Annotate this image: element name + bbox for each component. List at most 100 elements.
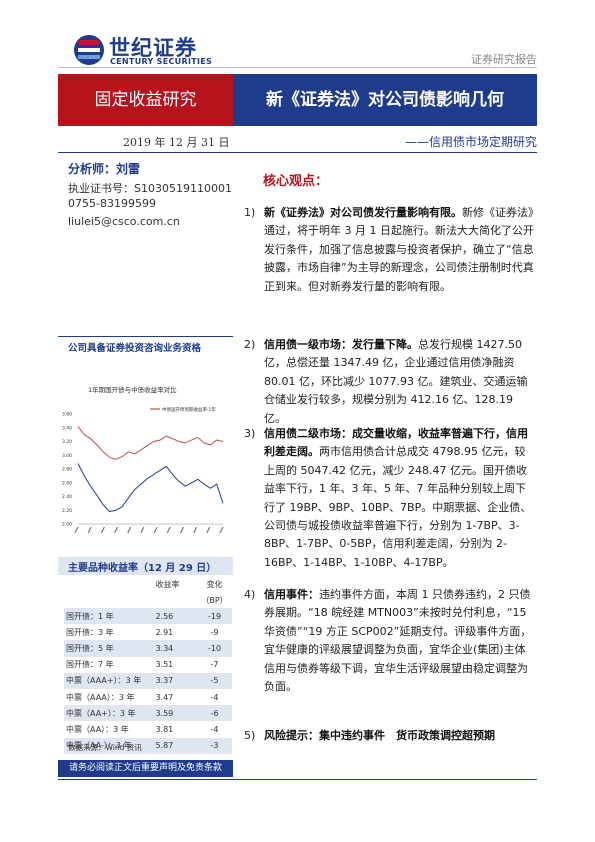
data-source: 数据来源：Wind 资讯 bbox=[68, 743, 142, 752]
analyst-email[interactable]: liulei5@csco.com.cn bbox=[68, 215, 180, 228]
point-text: 新修《证券法》通过，将于明年 3 月 1 日起施行。新法大大简化了公开发行条件，… bbox=[264, 206, 534, 293]
point-number: 1) bbox=[244, 206, 256, 219]
series-layer bbox=[77, 426, 224, 513]
disclaimer-notice[interactable]: 请务必阅读正文后重要声明及免责条款 bbox=[58, 760, 233, 777]
yield-row-name: 国开债：3 年 bbox=[66, 627, 114, 637]
yield-row: 国开债：3 年 2.91 -9 bbox=[64, 624, 232, 640]
yield-table: 收益率 变化 （BP） 国开债：1 年 2.56 -19 国开债：3 年 2.91 -9 国… bbox=[64, 576, 232, 754]
qualification-heading: 公司具备证券投资咨询业务资格 bbox=[68, 343, 202, 354]
yield-row-rate: 3.37 bbox=[153, 672, 198, 689]
logo-emblem-icon bbox=[74, 35, 104, 65]
yield-row-name: 中票（AA+）：3 年 bbox=[64, 705, 154, 722]
x-axis-ticks bbox=[74, 523, 224, 534]
point-lead: 信用事件： bbox=[264, 588, 319, 601]
col-unit: （BP） bbox=[201, 595, 228, 605]
y-tick-label: 2.60 bbox=[62, 480, 72, 486]
yield-row: 中票（AAA+）：3 年 3.37 -5 bbox=[64, 672, 232, 689]
chart-title: 1年期国开债与中债收益率对比 bbox=[88, 385, 177, 394]
yield-row: 国开债：7 年 3.51 -7 bbox=[64, 657, 232, 673]
yield-row-name: 国开债：7 年 bbox=[66, 660, 114, 670]
series-line bbox=[77, 426, 224, 460]
y-tick-label: 2.20 bbox=[62, 508, 72, 514]
yield-row-name: 中票（AAA）：3 年 bbox=[66, 692, 135, 702]
yield-row-rate: 2.91 bbox=[155, 627, 174, 637]
col-change: 变化 bbox=[206, 579, 223, 589]
point-number: 5) bbox=[244, 729, 256, 742]
yield-row-rate: 2.56 bbox=[153, 608, 198, 625]
yield-row: 中票（AA+）：3 年 3.59 -6 bbox=[64, 705, 232, 722]
yield-row: 中票（AA）：3 年 3.81 -4 bbox=[64, 721, 232, 737]
subtitle-divider bbox=[58, 152, 537, 153]
point-lead: 风险提示：集中违约事件 货币政策调控超预期 bbox=[264, 729, 495, 742]
core-point: 2) 信用债一级市场：发行量下降。总发行规模 1427.50 亿，总偿还量 134… bbox=[244, 336, 536, 428]
x-tick-mark bbox=[179, 526, 184, 534]
report-subtitle: ——信用债市场定期研究 bbox=[404, 135, 537, 149]
logo-text-cn: 世纪证券 bbox=[109, 36, 197, 60]
y-axis-ticks: 3.60 3.40 3.20 3.00 2.80 2.60 2.40 2.20 2.00 bbox=[62, 412, 72, 528]
y-tick-label: 2.00 bbox=[62, 522, 72, 528]
yield-table-header-bar bbox=[58, 557, 233, 575]
x-tick-mark bbox=[166, 526, 171, 534]
yield-row-name: 中票（AA）：3 年 bbox=[66, 724, 129, 734]
point-text: 总发行规模 1427.50 亿，总偿还量 1347.49 亿，企业通过信用债净融… bbox=[264, 338, 528, 425]
x-tick-mark bbox=[206, 526, 211, 534]
yield-row: 中票（AAA）：3 年 3.47 -4 bbox=[64, 689, 232, 705]
section-banner: 固定收益研究 bbox=[58, 74, 233, 126]
yield-row: 中票（AA-）：3 年 5.87 -3 bbox=[64, 737, 232, 754]
yield-row-name: 国开债：5 年 bbox=[64, 640, 154, 657]
series-line bbox=[77, 463, 224, 513]
yield-row-rate: 3.47 bbox=[155, 692, 174, 702]
core-point: 3) 信用债二级市场：成交量收缩，收益率普遍下行，信用利差走阔。两市信用债合计总成… bbox=[244, 425, 536, 572]
yield-comparison-chart: 1年期国开债与中债收益率对比 中债国开债到期收益率:1年 3.60 3.40 3.2… bbox=[62, 385, 224, 534]
yield-row-change: -4 bbox=[210, 724, 219, 734]
point-number: 3) bbox=[244, 427, 256, 440]
yield-row-name: 中票（AA-）：3 年 bbox=[64, 737, 154, 754]
header-divider bbox=[58, 67, 537, 68]
point-lead: 信用债二级市场：成交量收缩，收益率普遍下行，信用利差走阔。 bbox=[264, 427, 528, 459]
core-point: 1) 新《证券法》对公司债发行量影响有限。新修《证券法》通过，将于明年 3 月 1… bbox=[244, 204, 536, 296]
core-point: 5) 风险提示：集中违约事件 货币政策调控超预期 bbox=[244, 727, 536, 745]
point-text: 违约事件方面，本周 1 只债券违约，2 只债券展期。“18 皖经建 MTN003… bbox=[264, 588, 532, 694]
x-tick-mark bbox=[100, 526, 105, 534]
analyst-name: 分析师：刘雷 bbox=[68, 162, 141, 176]
analyst-cert: 执业证书号：S1030519110001 bbox=[68, 182, 232, 195]
legend-label: 中债国开债到期收益率:1年 bbox=[162, 406, 216, 413]
yield-row-change: -9 bbox=[210, 627, 219, 637]
yield-row-change: -3 bbox=[197, 737, 232, 754]
yield-row-change: -10 bbox=[197, 640, 232, 657]
yield-row: 国开债：5 年 3.34 -10 bbox=[64, 640, 232, 657]
y-tick-label: 3.40 bbox=[62, 425, 72, 431]
report-type-label: 证券研究报告 bbox=[471, 53, 537, 66]
analyst-phone: 0755-83199599 bbox=[68, 197, 156, 210]
y-tick-label: 3.60 bbox=[62, 412, 72, 418]
col-rate: 收益率 bbox=[155, 579, 180, 589]
logo-text-en: CENTURY SECURITIES bbox=[110, 57, 213, 66]
footer-divider bbox=[58, 779, 537, 780]
x-tick-mark bbox=[114, 526, 119, 534]
yield-row-change: -4 bbox=[210, 692, 219, 702]
x-tick-mark bbox=[219, 526, 224, 534]
yield-row-rate: 3.59 bbox=[153, 705, 198, 722]
yield-table-unit-row: （BP） bbox=[64, 592, 232, 608]
x-tick-mark bbox=[127, 526, 132, 534]
y-tick-label: 3.00 bbox=[62, 453, 72, 459]
yield-row-change: -19 bbox=[197, 608, 232, 625]
yield-table-head-row: 收益率 变化 bbox=[64, 576, 232, 592]
core-point: 4) 信用事件：违约事件方面，本周 1 只债券违约，2 只债券展期。“18 皖经建… bbox=[244, 586, 536, 696]
yield-row-change: -6 bbox=[197, 705, 232, 722]
report-date: 2019 年 12 月 31 日 bbox=[123, 136, 230, 149]
yield-row-rate: 3.34 bbox=[153, 640, 198, 657]
chart-heading-divider bbox=[58, 336, 233, 337]
yield-row-rate: 5.87 bbox=[153, 737, 198, 754]
yield-row-rate: 3.81 bbox=[155, 724, 174, 734]
yield-row-change: -5 bbox=[197, 672, 232, 689]
y-tick-label: 2.40 bbox=[62, 494, 72, 500]
company-logo: 世纪证券 CENTURY SECURITIES bbox=[74, 35, 220, 71]
yield-table-title: 主要品种收益率（12 月 29 日） bbox=[68, 563, 217, 574]
point-text: 两市信用债合计总成交 4798.95 亿元，较上周的 5047.42 亿元，减少… bbox=[264, 445, 532, 569]
report-title: 新《证券法》对公司债影响几何 bbox=[233, 74, 537, 126]
yield-row-change: -7 bbox=[210, 660, 219, 670]
y-tick-label: 3.20 bbox=[62, 439, 72, 445]
x-tick-mark bbox=[74, 526, 79, 534]
point-lead: 信用债一级市场：发行量下降。 bbox=[264, 338, 418, 351]
